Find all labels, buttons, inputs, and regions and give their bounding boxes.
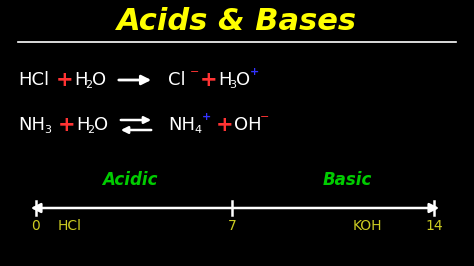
Text: NH: NH (168, 116, 195, 134)
Text: OH: OH (234, 116, 262, 134)
Text: +: + (56, 70, 73, 90)
Text: 14: 14 (425, 219, 443, 233)
Text: Acids & Bases: Acids & Bases (117, 7, 357, 36)
Text: 7: 7 (228, 219, 237, 233)
Text: 2: 2 (85, 80, 92, 90)
Text: H: H (76, 116, 90, 134)
Text: O: O (236, 71, 250, 89)
Text: +: + (58, 115, 76, 135)
Text: Cl: Cl (168, 71, 186, 89)
Text: +: + (200, 70, 218, 90)
Text: −: − (190, 67, 200, 77)
Text: +: + (250, 67, 259, 77)
Text: −: − (260, 112, 269, 122)
Text: +: + (202, 112, 211, 122)
Text: 4: 4 (194, 125, 201, 135)
Text: Basic: Basic (322, 171, 372, 189)
Text: KOH: KOH (352, 219, 382, 233)
Text: HCl: HCl (18, 71, 49, 89)
Text: Acidic: Acidic (102, 171, 158, 189)
Text: NH: NH (18, 116, 45, 134)
Text: 2: 2 (87, 125, 94, 135)
Text: HCl: HCl (58, 219, 82, 233)
Text: +: + (216, 115, 234, 135)
Text: O: O (92, 71, 106, 89)
Text: H: H (74, 71, 88, 89)
Text: H: H (218, 71, 231, 89)
Text: 3: 3 (44, 125, 51, 135)
Text: 0: 0 (32, 219, 40, 233)
Text: O: O (94, 116, 108, 134)
Text: 3: 3 (229, 80, 236, 90)
